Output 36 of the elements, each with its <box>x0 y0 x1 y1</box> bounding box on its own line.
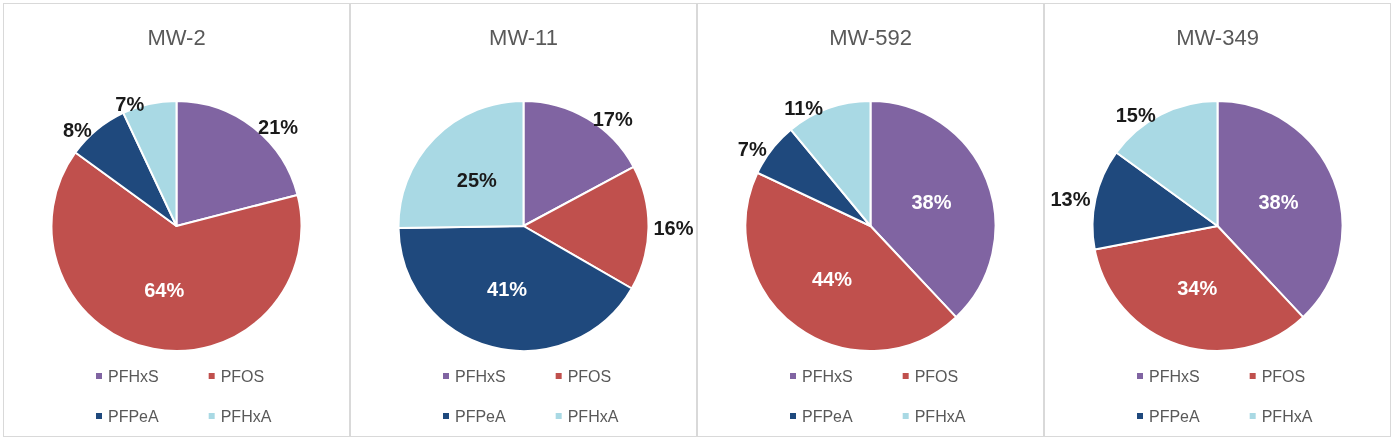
data-label: 44% <box>811 267 853 290</box>
data-label: 7% <box>115 93 145 116</box>
legend-label: PFHxA <box>567 407 619 425</box>
chart-title: MW-11 <box>489 24 558 50</box>
legend-label: PFOS <box>220 367 265 385</box>
legend-label: PFHxA <box>914 407 966 425</box>
legend-label: PFPeA <box>455 407 507 425</box>
data-label: 21% <box>258 116 299 139</box>
data-label: 8% <box>62 118 93 141</box>
chart-title: MW-349 <box>1176 24 1259 50</box>
legend-label: PFHxS <box>108 367 159 385</box>
data-label: 17% <box>592 107 633 130</box>
legend-label: PFOS <box>567 367 612 385</box>
legend-label: PFHxS <box>802 367 853 385</box>
legend-label: PFHxS <box>1149 367 1200 385</box>
data-label: 38% <box>1258 190 1299 213</box>
legend-label: PFOS <box>914 367 959 385</box>
data-label: 64% <box>144 279 185 302</box>
data-label: 15% <box>1115 103 1156 126</box>
data-label: 38% <box>911 190 952 213</box>
legend-label: PFOS <box>1261 367 1306 385</box>
chart-title: MW-2 <box>147 24 206 50</box>
data-label: 25% <box>456 169 498 192</box>
data-label: 7% <box>737 138 767 161</box>
legend-label: PFHxA <box>1261 407 1313 425</box>
legend-label: PFPeA <box>802 407 854 425</box>
legend-label: PFPeA <box>1149 407 1201 425</box>
chart-title: MW-592 <box>829 24 912 50</box>
data-label: 41% <box>487 278 528 301</box>
data-label: 34% <box>1177 277 1218 300</box>
legend-label: PFHxS <box>455 367 506 385</box>
data-label: 16% <box>653 216 694 239</box>
data-label: 11% <box>784 97 824 120</box>
legend-label: PFHxA <box>220 407 272 425</box>
data-label: 13% <box>1050 187 1091 210</box>
legend-label: PFPeA <box>108 407 160 425</box>
